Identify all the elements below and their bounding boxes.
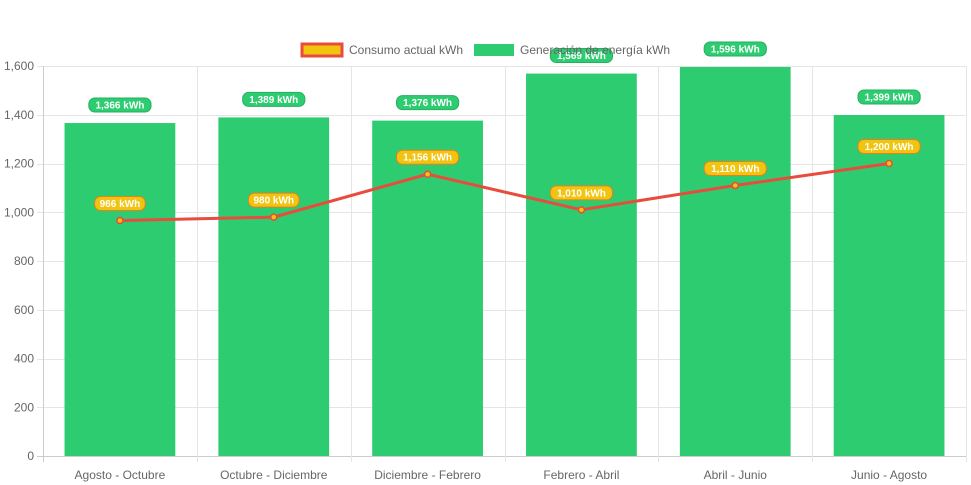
line-point[interactable] xyxy=(423,170,432,178)
data-label-badge xyxy=(857,89,921,105)
data-label: 1,156 kWh xyxy=(395,149,460,165)
data-label: 1,569 kWh xyxy=(549,48,614,64)
line-series xyxy=(116,159,893,225)
y-axis: 0 200 400 600 800 1,000 1,200 1,400 1,600 xyxy=(4,59,34,463)
x-tick-label: Abril - Junio xyxy=(704,468,768,482)
bar[interactable] xyxy=(679,66,791,456)
data-label-badge xyxy=(242,91,306,107)
data-label-badge xyxy=(94,196,146,212)
data-label-badge xyxy=(703,41,767,57)
bar[interactable] xyxy=(833,114,945,457)
bar[interactable] xyxy=(218,117,330,457)
y-tick-label: 1,600 xyxy=(4,59,34,73)
data-label: 1,010 kWh xyxy=(549,185,614,201)
y-tick-label: 1,200 xyxy=(4,157,34,171)
y-tick-label: 1,000 xyxy=(4,205,34,219)
x-axis: Agosto - Octubre Octubre - Diciembre Dicie… xyxy=(75,468,928,482)
x-tick-label: Agosto - Octubre xyxy=(75,468,166,482)
data-label-text: 1,200 kWh xyxy=(865,142,914,153)
data-label-badge xyxy=(549,185,614,201)
data-label: 1,366 kWh xyxy=(88,97,152,113)
y-tick-label: 200 xyxy=(14,400,34,414)
legend-item-consumo[interactable]: Consumo actual kWh xyxy=(300,42,463,58)
legend-swatch-consumo xyxy=(300,42,344,58)
bar[interactable] xyxy=(64,123,176,456)
line-point[interactable] xyxy=(577,206,586,214)
legend-swatch-generacion xyxy=(474,44,514,56)
data-label-badge xyxy=(395,95,460,111)
y-tick-label: 800 xyxy=(14,254,34,268)
data-label: 980 kWh xyxy=(247,192,300,208)
legend-item-generacion[interactable]: Generación de energía kWh xyxy=(474,43,670,57)
data-label-text: 1,366 kWh xyxy=(95,101,144,112)
data-label-badge xyxy=(703,160,767,176)
line-path xyxy=(119,162,890,223)
data-label: 966 kWh xyxy=(94,196,146,212)
y-tick-label: 600 xyxy=(14,303,34,317)
legend-label-generacion: Generación de energía kWh xyxy=(520,43,670,57)
data-label-text: 1,596 kWh xyxy=(711,44,760,55)
data-labels: 1,366 kWh 1,389 kWh 1,376 kWh 1,569 kWh 1,59… xyxy=(88,41,921,212)
data-label: 1,376 kWh xyxy=(395,95,460,111)
data-label-text: 966 kWh xyxy=(100,199,141,210)
line-point[interactable] xyxy=(116,216,124,225)
data-label-text: 1,110 kWh xyxy=(711,164,759,175)
legend[interactable]: Consumo actual kWh Generación de energía… xyxy=(300,42,670,58)
y-tick-label: 400 xyxy=(14,352,34,366)
data-label: 1,389 kWh xyxy=(242,91,306,107)
data-label-text: 1,389 kWh xyxy=(249,95,298,106)
data-label-badge xyxy=(857,139,921,154)
data-label-badge xyxy=(88,97,152,113)
x-tick-label: Febrero - Abril xyxy=(543,468,619,482)
data-label-text: 980 kWh xyxy=(253,196,294,207)
line-point[interactable] xyxy=(270,213,278,221)
data-label-badge xyxy=(395,149,460,165)
y-tick-label: 0 xyxy=(27,449,34,463)
data-label-text: 1,399 kWh xyxy=(865,92,914,103)
data-label-text: 1,010 kWh xyxy=(557,188,606,199)
data-label: 1,399 kWh xyxy=(857,89,921,105)
data-label-badge xyxy=(549,48,614,64)
data-label: 1,596 kWh xyxy=(703,41,767,57)
data-label: 1,200 kWh xyxy=(857,139,921,154)
grid xyxy=(37,66,967,462)
bar[interactable] xyxy=(526,73,637,457)
x-tick-label: Junio - Agosto xyxy=(851,468,927,482)
legend-label-consumo: Consumo actual kWh xyxy=(349,43,463,57)
data-label-text: 1,376 kWh xyxy=(403,98,452,109)
line-point[interactable] xyxy=(885,159,893,168)
bar-series xyxy=(64,66,945,457)
y-tick-label: 1,400 xyxy=(4,108,34,122)
data-label-text: 1,569 kWh xyxy=(557,51,606,62)
data-label-text: 1,156 kWh xyxy=(403,153,452,164)
line-point[interactable] xyxy=(731,181,739,190)
x-tick-label: Diciembre - Febrero xyxy=(374,468,481,482)
data-label-badge xyxy=(247,192,300,208)
x-tick-label: Octubre - Diciembre xyxy=(220,468,328,482)
data-label: 1,110 kWh xyxy=(703,160,767,176)
